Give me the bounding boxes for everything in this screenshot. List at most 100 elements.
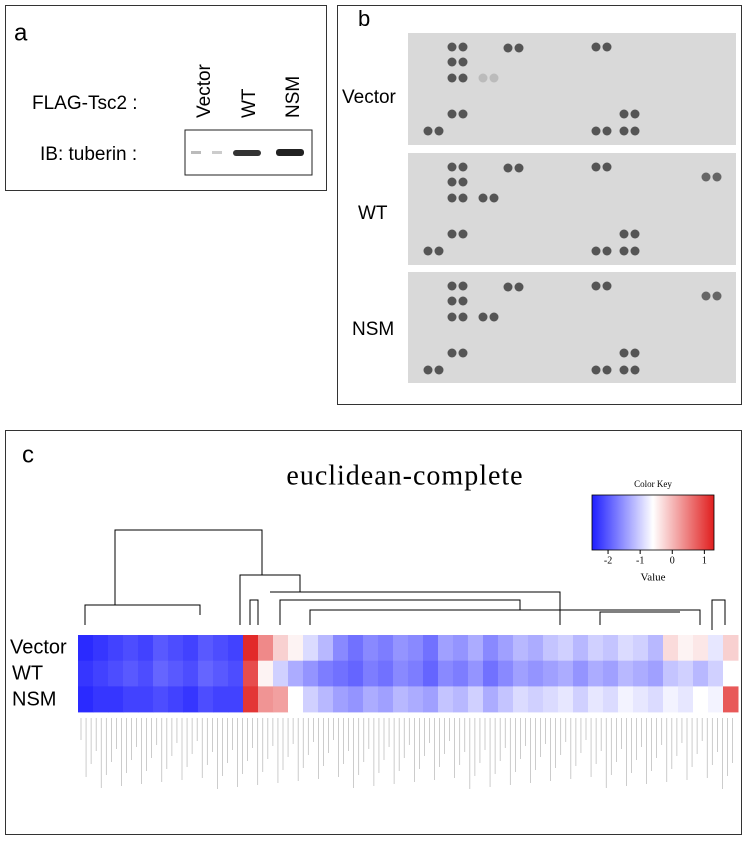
heat-cell — [708, 635, 724, 661]
spot — [503, 282, 513, 292]
spot — [602, 42, 612, 52]
heat-cell — [348, 686, 364, 713]
array-membrane — [408, 153, 736, 265]
heat-cell — [108, 686, 124, 713]
heat-cell — [543, 660, 559, 687]
heat-cell — [633, 635, 649, 661]
heat-cell — [183, 686, 199, 713]
panel-label: a — [14, 19, 28, 46]
heat-cell — [273, 635, 289, 661]
heat-cell — [408, 660, 424, 687]
lane-label: Vector — [194, 63, 215, 118]
heat-cell — [648, 635, 664, 661]
spot — [602, 162, 612, 172]
heat-cell — [198, 635, 214, 661]
row-label: FLAG-Tsc2 : — [32, 93, 138, 114]
spot — [447, 296, 457, 306]
row-label: NSM — [352, 319, 394, 340]
heat-cell — [528, 686, 544, 713]
heat-cell — [648, 686, 664, 713]
heat-cell — [183, 635, 199, 661]
heat-cell — [198, 660, 214, 687]
heat-cell — [378, 686, 394, 713]
heat-cell — [483, 635, 499, 661]
heat-cell — [693, 686, 709, 713]
heat-cell — [513, 635, 529, 661]
spot — [458, 296, 468, 306]
tick-label: 1 — [702, 555, 707, 566]
heat-cell — [258, 686, 274, 713]
heat-cell — [453, 660, 469, 687]
heat-cell — [138, 635, 154, 661]
spot — [423, 246, 433, 256]
heat-cell — [168, 660, 184, 687]
heat-cell — [348, 660, 364, 687]
heat-cell — [228, 686, 244, 713]
spot — [447, 162, 457, 172]
spot — [423, 365, 433, 375]
heat-cell — [438, 635, 454, 661]
heat-cell — [213, 635, 229, 661]
spot — [591, 365, 601, 375]
heat-cell — [483, 660, 499, 687]
spot — [591, 246, 601, 256]
color-key-bar — [591, 494, 715, 551]
heat-cell — [78, 660, 94, 687]
heat-cell — [288, 635, 304, 661]
spot — [630, 365, 640, 375]
spot — [458, 312, 468, 322]
heat-cell — [618, 686, 634, 713]
heat-cell — [678, 635, 694, 661]
lane-label: WT — [239, 88, 260, 118]
protein-arrays — [408, 33, 736, 383]
heat-cell — [723, 686, 739, 713]
panel-a-frame — [5, 5, 327, 191]
heat-cell — [543, 686, 559, 713]
spot — [447, 57, 457, 67]
heat-cell — [678, 660, 694, 687]
heat-cell — [603, 635, 619, 661]
heat-cell — [528, 660, 544, 687]
heat-cell — [273, 660, 289, 687]
spot — [701, 172, 711, 182]
heat-cell — [333, 660, 349, 687]
heat-cell — [258, 660, 274, 687]
spot — [619, 246, 629, 256]
spot — [514, 43, 524, 53]
spot — [630, 246, 640, 256]
dendrogram — [84, 529, 726, 630]
heat-cell — [78, 686, 94, 713]
heat-cell — [243, 635, 259, 661]
spot — [591, 281, 601, 291]
heat-cell — [618, 635, 634, 661]
spot — [447, 348, 457, 358]
spot — [458, 281, 468, 291]
spot — [619, 229, 629, 239]
heat-cell — [93, 660, 109, 687]
heat-cell — [228, 660, 244, 687]
heat-cell — [393, 686, 409, 713]
heat-cell — [168, 635, 184, 661]
heat-cell — [378, 660, 394, 687]
heat-cell — [603, 686, 619, 713]
array-membrane — [408, 33, 736, 145]
panel-b-frame — [337, 5, 742, 405]
spot — [447, 193, 457, 203]
spot — [712, 172, 722, 182]
spot — [447, 73, 457, 83]
tick-label: 0 — [670, 555, 675, 566]
spot — [423, 126, 433, 136]
heat-cell — [558, 686, 574, 713]
heat-cell — [558, 635, 574, 661]
spot — [630, 348, 640, 358]
heat-cell — [408, 635, 424, 661]
row-label: WT — [12, 662, 43, 684]
spot — [591, 42, 601, 52]
heat-cell — [378, 635, 394, 661]
heat-cell — [693, 660, 709, 687]
heat-cell — [123, 660, 139, 687]
heat-cell — [468, 635, 484, 661]
spot — [489, 73, 499, 83]
color-key-title: Color Key — [634, 479, 672, 489]
